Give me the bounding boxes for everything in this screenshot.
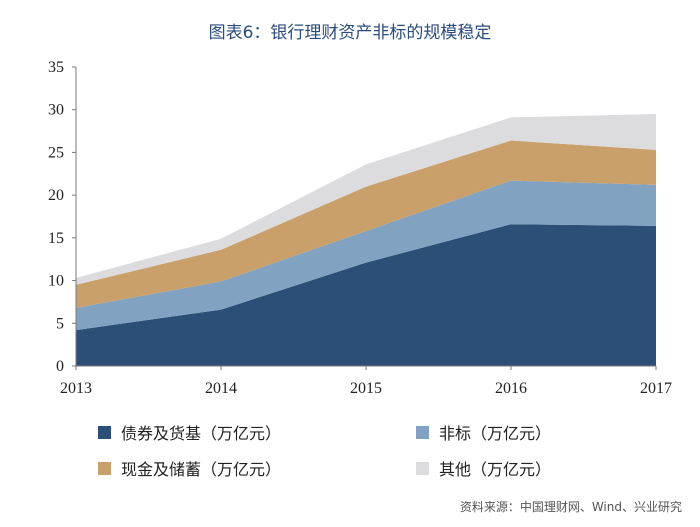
y-tick-label: 25 [48,144,64,161]
source-note: 资料来源：中国理财网、Wind、兴业研究 [459,500,682,514]
series-areas [76,114,656,366]
y-tick-label: 10 [48,273,64,290]
y-tick-label: 0 [56,358,64,375]
x-tick-label: 2017 [640,380,672,397]
x-tick-label: 2014 [205,380,237,397]
legend-item-other: 其他（万亿元） [416,456,551,480]
y-tick-label: 35 [48,59,64,76]
x-tick-label: 2013 [60,380,92,397]
area-cash [76,140,656,308]
x-tick-label: 2015 [350,380,382,397]
x-tick-label: 2016 [495,380,527,397]
y-tick-label: 20 [48,187,64,204]
legend-item-nonstandard: 非标（万亿元） [416,420,551,444]
axes [72,66,657,370]
y-tick-label: 5 [56,315,64,332]
y-tick-label: 30 [48,102,64,119]
legend-item-bonds: 债券及货基（万亿元） [98,420,281,444]
y-tick-labels: 0 5 10 15 20 25 30 35 [48,59,64,375]
legend-label-cash: 现金及储蓄（万亿元） [121,460,282,479]
legend-swatch-cash [98,461,111,475]
legend-label-nonstandard: 非标（万亿元） [439,424,552,443]
legend-swatch-other [416,461,429,475]
area-other [76,114,656,285]
x-tick-labels: 2013 2014 2015 2016 2017 [60,380,672,397]
legend-swatch-bonds [98,425,111,439]
area-bonds [76,224,656,366]
legend-swatch-nonstandard [416,425,429,439]
legend-item-cash: 现金及储蓄（万亿元） [98,456,281,480]
legend-label-other: 其他（万亿元） [439,460,552,479]
area-nonstandard [76,180,656,331]
legend-label-bonds: 债券及货基（万亿元） [121,424,282,443]
y-tick-label: 15 [48,230,64,247]
chart-title: 图表6：银行理财资产非标的规模稳定 [208,23,492,43]
